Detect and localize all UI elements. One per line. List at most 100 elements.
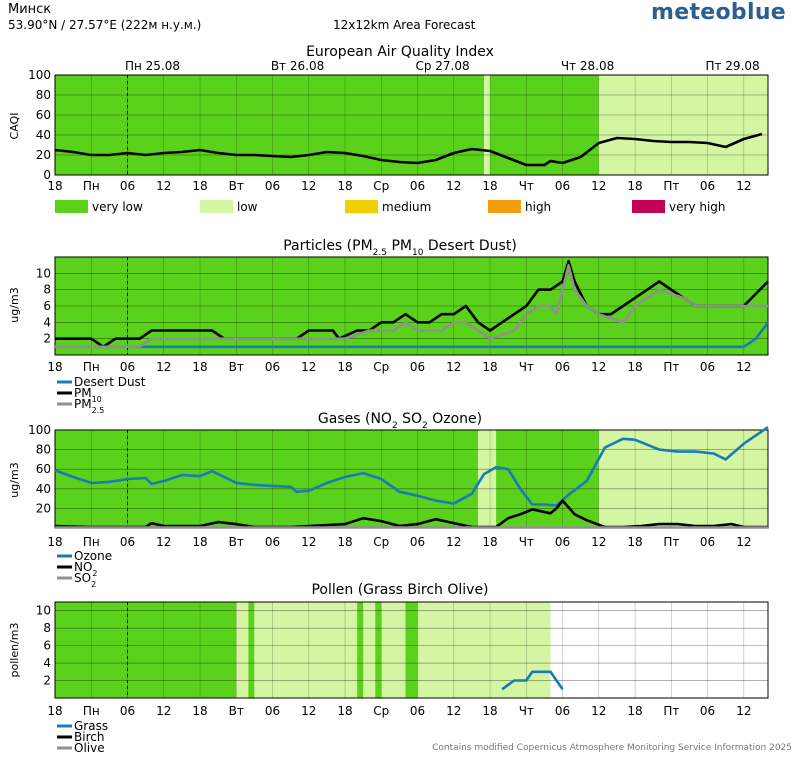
brand-logo[interactable]: meteoblue <box>651 0 786 25</box>
x-tick-label: Ср <box>373 179 389 193</box>
background-band <box>55 602 237 698</box>
x-tick-label: 12 <box>446 704 461 718</box>
x-tick-label: Вт <box>229 704 244 718</box>
legend-label: Grass <box>74 719 108 733</box>
legend-label: very high <box>669 200 726 214</box>
y-tick-label: 2 <box>43 332 51 346</box>
y-tick-label: 8 <box>43 621 51 635</box>
x-tick-label: 06 <box>410 704 425 718</box>
x-tick-label: 12 <box>156 535 171 549</box>
x-tick-label: Пн <box>83 704 100 718</box>
x-tick-label: 12 <box>301 535 316 549</box>
x-tick-label: 06 <box>555 360 570 374</box>
x-tick-label: Пт <box>663 360 679 374</box>
background-band <box>363 602 376 698</box>
x-tick-label: 12 <box>736 704 751 718</box>
y-tick-label: 4 <box>43 315 51 329</box>
background-band <box>357 602 364 698</box>
series-line <box>54 132 763 167</box>
legend-label: low <box>237 200 258 214</box>
y-tick-label: 2 <box>43 674 51 688</box>
legend-label: high <box>525 200 551 214</box>
x-tick-label: 18 <box>337 360 352 374</box>
x-tick-label: Вт <box>229 535 244 549</box>
y-tick-label: 40 <box>36 482 51 496</box>
x-tick-label: Пн <box>83 360 100 374</box>
forecast-type-label: 12x12km Area Forecast <box>333 18 476 32</box>
background-band <box>381 602 406 698</box>
legend-swatch <box>345 200 378 213</box>
x-tick-label: 06 <box>410 535 425 549</box>
footer-attribution: Contains modified Copernicus Atmosphere … <box>432 743 792 753</box>
background-band <box>55 430 478 528</box>
plot-frame <box>54 74 769 176</box>
series-line <box>54 426 769 507</box>
y-tick-label: 6 <box>43 639 51 653</box>
legend-swatch <box>200 200 233 213</box>
y-tick-label: 80 <box>36 443 51 457</box>
y-tick-label: 100 <box>28 423 51 437</box>
x-tick-label: 06 <box>700 360 715 374</box>
legend-label: Ozone <box>74 549 112 563</box>
x-tick-label: 12 <box>446 179 461 193</box>
x-tick-label: 12 <box>591 704 606 718</box>
background-band <box>417 602 454 698</box>
x-tick-label: 06 <box>265 535 280 549</box>
chart-title: Gases (NO2 SO2 Ozone) <box>318 411 482 431</box>
series-line <box>55 263 768 349</box>
y-axis-label: CAQI <box>8 113 21 140</box>
y-tick-label: 100 <box>28 68 51 82</box>
legend-label: Desert Dust <box>74 375 146 389</box>
y-tick-label: 4 <box>43 656 51 670</box>
background-band <box>477 430 497 528</box>
x-tick-label: 18 <box>627 179 642 193</box>
legend-label: Olive <box>74 741 105 755</box>
x-tick-label: 06 <box>555 535 570 549</box>
plot-frame <box>54 601 769 699</box>
y-tick-label: 10 <box>36 266 51 280</box>
legend-label: very low <box>92 200 143 214</box>
series-line <box>55 321 770 349</box>
legend-label: NO2 <box>74 560 98 578</box>
x-tick-label: 12 <box>736 360 751 374</box>
x-tick-label: Вт <box>229 360 244 374</box>
x-tick-label: 06 <box>120 360 135 374</box>
x-tick-label: 06 <box>700 704 715 718</box>
x-tick-label: 18 <box>337 535 352 549</box>
x-tick-label: Пн <box>83 535 100 549</box>
x-tick-label: 06 <box>120 535 135 549</box>
x-tick-label: Чт <box>519 360 534 374</box>
legend-swatch <box>488 200 521 213</box>
series-line <box>501 670 564 691</box>
x-tick-label: 06 <box>265 704 280 718</box>
x-tick-label: 12 <box>736 179 751 193</box>
date-label: Пт 29.08 <box>705 59 759 73</box>
date-label: Чт 28.08 <box>561 59 614 73</box>
x-tick-label: 18 <box>47 360 62 374</box>
x-tick-label: 18 <box>47 535 62 549</box>
background-band <box>55 75 485 175</box>
x-tick-label: 12 <box>591 535 606 549</box>
x-tick-label: 12 <box>301 704 316 718</box>
x-tick-label: Пт <box>663 704 679 718</box>
x-tick-label: 12 <box>736 535 751 549</box>
x-tick-label: 12 <box>591 179 606 193</box>
x-tick-label: 06 <box>700 535 715 549</box>
x-tick-label: 18 <box>47 179 62 193</box>
location-name: Минск <box>8 2 52 17</box>
location-coordinates: 53.90°N / 27.57°E (222м н.у.м.) <box>8 18 202 32</box>
x-tick-label: 12 <box>156 360 171 374</box>
background-band <box>484 75 491 175</box>
x-tick-label: Пт <box>663 535 679 549</box>
background-band <box>254 602 358 698</box>
x-tick-label: 18 <box>627 704 642 718</box>
x-tick-label: Чт <box>519 179 534 193</box>
x-tick-label: 18 <box>337 179 352 193</box>
legend-label: PM10 <box>74 386 102 404</box>
y-tick-label: 0 <box>43 168 51 182</box>
x-tick-label: 06 <box>265 179 280 193</box>
x-tick-label: 18 <box>482 360 497 374</box>
legend-label: medium <box>382 200 431 214</box>
x-tick-label: 18 <box>192 535 207 549</box>
